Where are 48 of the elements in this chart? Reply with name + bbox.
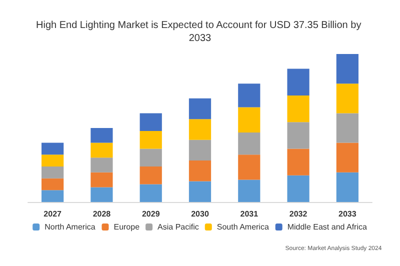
bar: [140, 148, 162, 166]
x-tick-label: 2030: [191, 210, 210, 218]
bar: [287, 175, 310, 202]
legend-label: North America: [44, 222, 96, 232]
bar: [188, 119, 212, 140]
x-tick-label: 2029: [142, 210, 160, 218]
x-tick-label: 2028: [92, 210, 112, 218]
bar: [90, 172, 113, 188]
bar: [140, 130, 162, 149]
bar: [140, 113, 162, 131]
bar: [238, 84, 260, 108]
bar: [336, 113, 358, 143]
bar: [90, 158, 113, 172]
legend-label: Asia Pacific: [158, 222, 199, 232]
x-tick-label: 2027: [44, 210, 62, 218]
bar: [188, 140, 212, 161]
bar: [140, 166, 162, 184]
legend-label: Europe: [114, 222, 140, 232]
bar: [188, 181, 212, 202]
bar: [140, 184, 162, 202]
bar: [287, 148, 310, 176]
bar: [336, 172, 358, 202]
x-tick-label: 2033: [338, 210, 357, 218]
bar: [90, 128, 113, 143]
bar: [42, 142, 64, 155]
bar: [90, 187, 113, 202]
bar: [188, 98, 212, 120]
bar: [188, 160, 212, 182]
legend-label: South America: [216, 222, 270, 232]
bar: [42, 166, 64, 178]
x-tick-label: 2031: [240, 210, 259, 218]
chart-title: High End Lighting Market is Expected to Account for USD 37.35 Billion by 2033: [36, 20, 364, 44]
bar: [42, 190, 64, 202]
bar: [336, 54, 358, 84]
bar: [287, 95, 310, 122]
bar: [238, 154, 260, 180]
bar: [336, 84, 358, 114]
bar: [42, 178, 64, 190]
bar: [90, 142, 113, 158]
bar: [238, 180, 260, 202]
bar: [42, 154, 64, 166]
bar: [238, 107, 260, 132]
bar: [287, 68, 310, 96]
bar: [336, 142, 358, 172]
bar: [287, 122, 310, 149]
x-tick-label: 2032: [289, 210, 308, 218]
bar: [238, 132, 260, 155]
legend-label: Middle East and Africa: [287, 222, 368, 232]
